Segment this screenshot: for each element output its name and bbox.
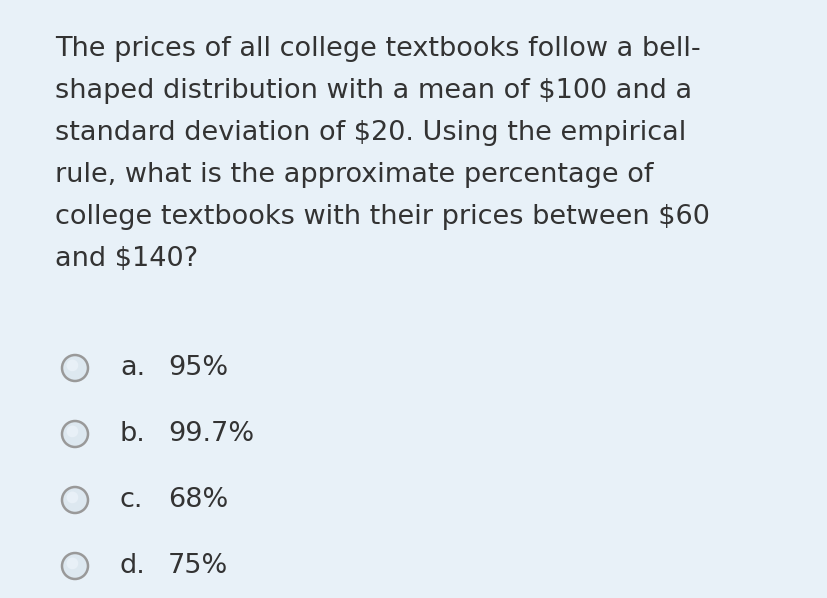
Circle shape [66, 359, 79, 371]
Circle shape [62, 421, 88, 447]
Text: standard deviation of $20. Using the empirical: standard deviation of $20. Using the emp… [55, 120, 686, 146]
Text: 68%: 68% [168, 487, 228, 513]
Text: 95%: 95% [168, 355, 228, 381]
Text: shaped distribution with a mean of $100 and a: shaped distribution with a mean of $100 … [55, 78, 691, 104]
Circle shape [66, 492, 79, 504]
Text: 99.7%: 99.7% [168, 421, 254, 447]
Text: 75%: 75% [168, 553, 228, 579]
Text: d.: d. [120, 553, 146, 579]
Circle shape [62, 553, 88, 579]
Text: rule, what is the approximate percentage of: rule, what is the approximate percentage… [55, 162, 653, 188]
Text: c.: c. [120, 487, 143, 513]
Circle shape [66, 557, 79, 569]
Circle shape [62, 355, 88, 381]
Circle shape [66, 426, 79, 437]
Text: The prices of all college textbooks follow a bell-: The prices of all college textbooks foll… [55, 36, 700, 62]
Circle shape [62, 487, 88, 513]
Text: college textbooks with their prices between $60: college textbooks with their prices betw… [55, 204, 709, 230]
Text: a.: a. [120, 355, 145, 381]
Text: b.: b. [120, 421, 146, 447]
Text: and $140?: and $140? [55, 246, 198, 272]
